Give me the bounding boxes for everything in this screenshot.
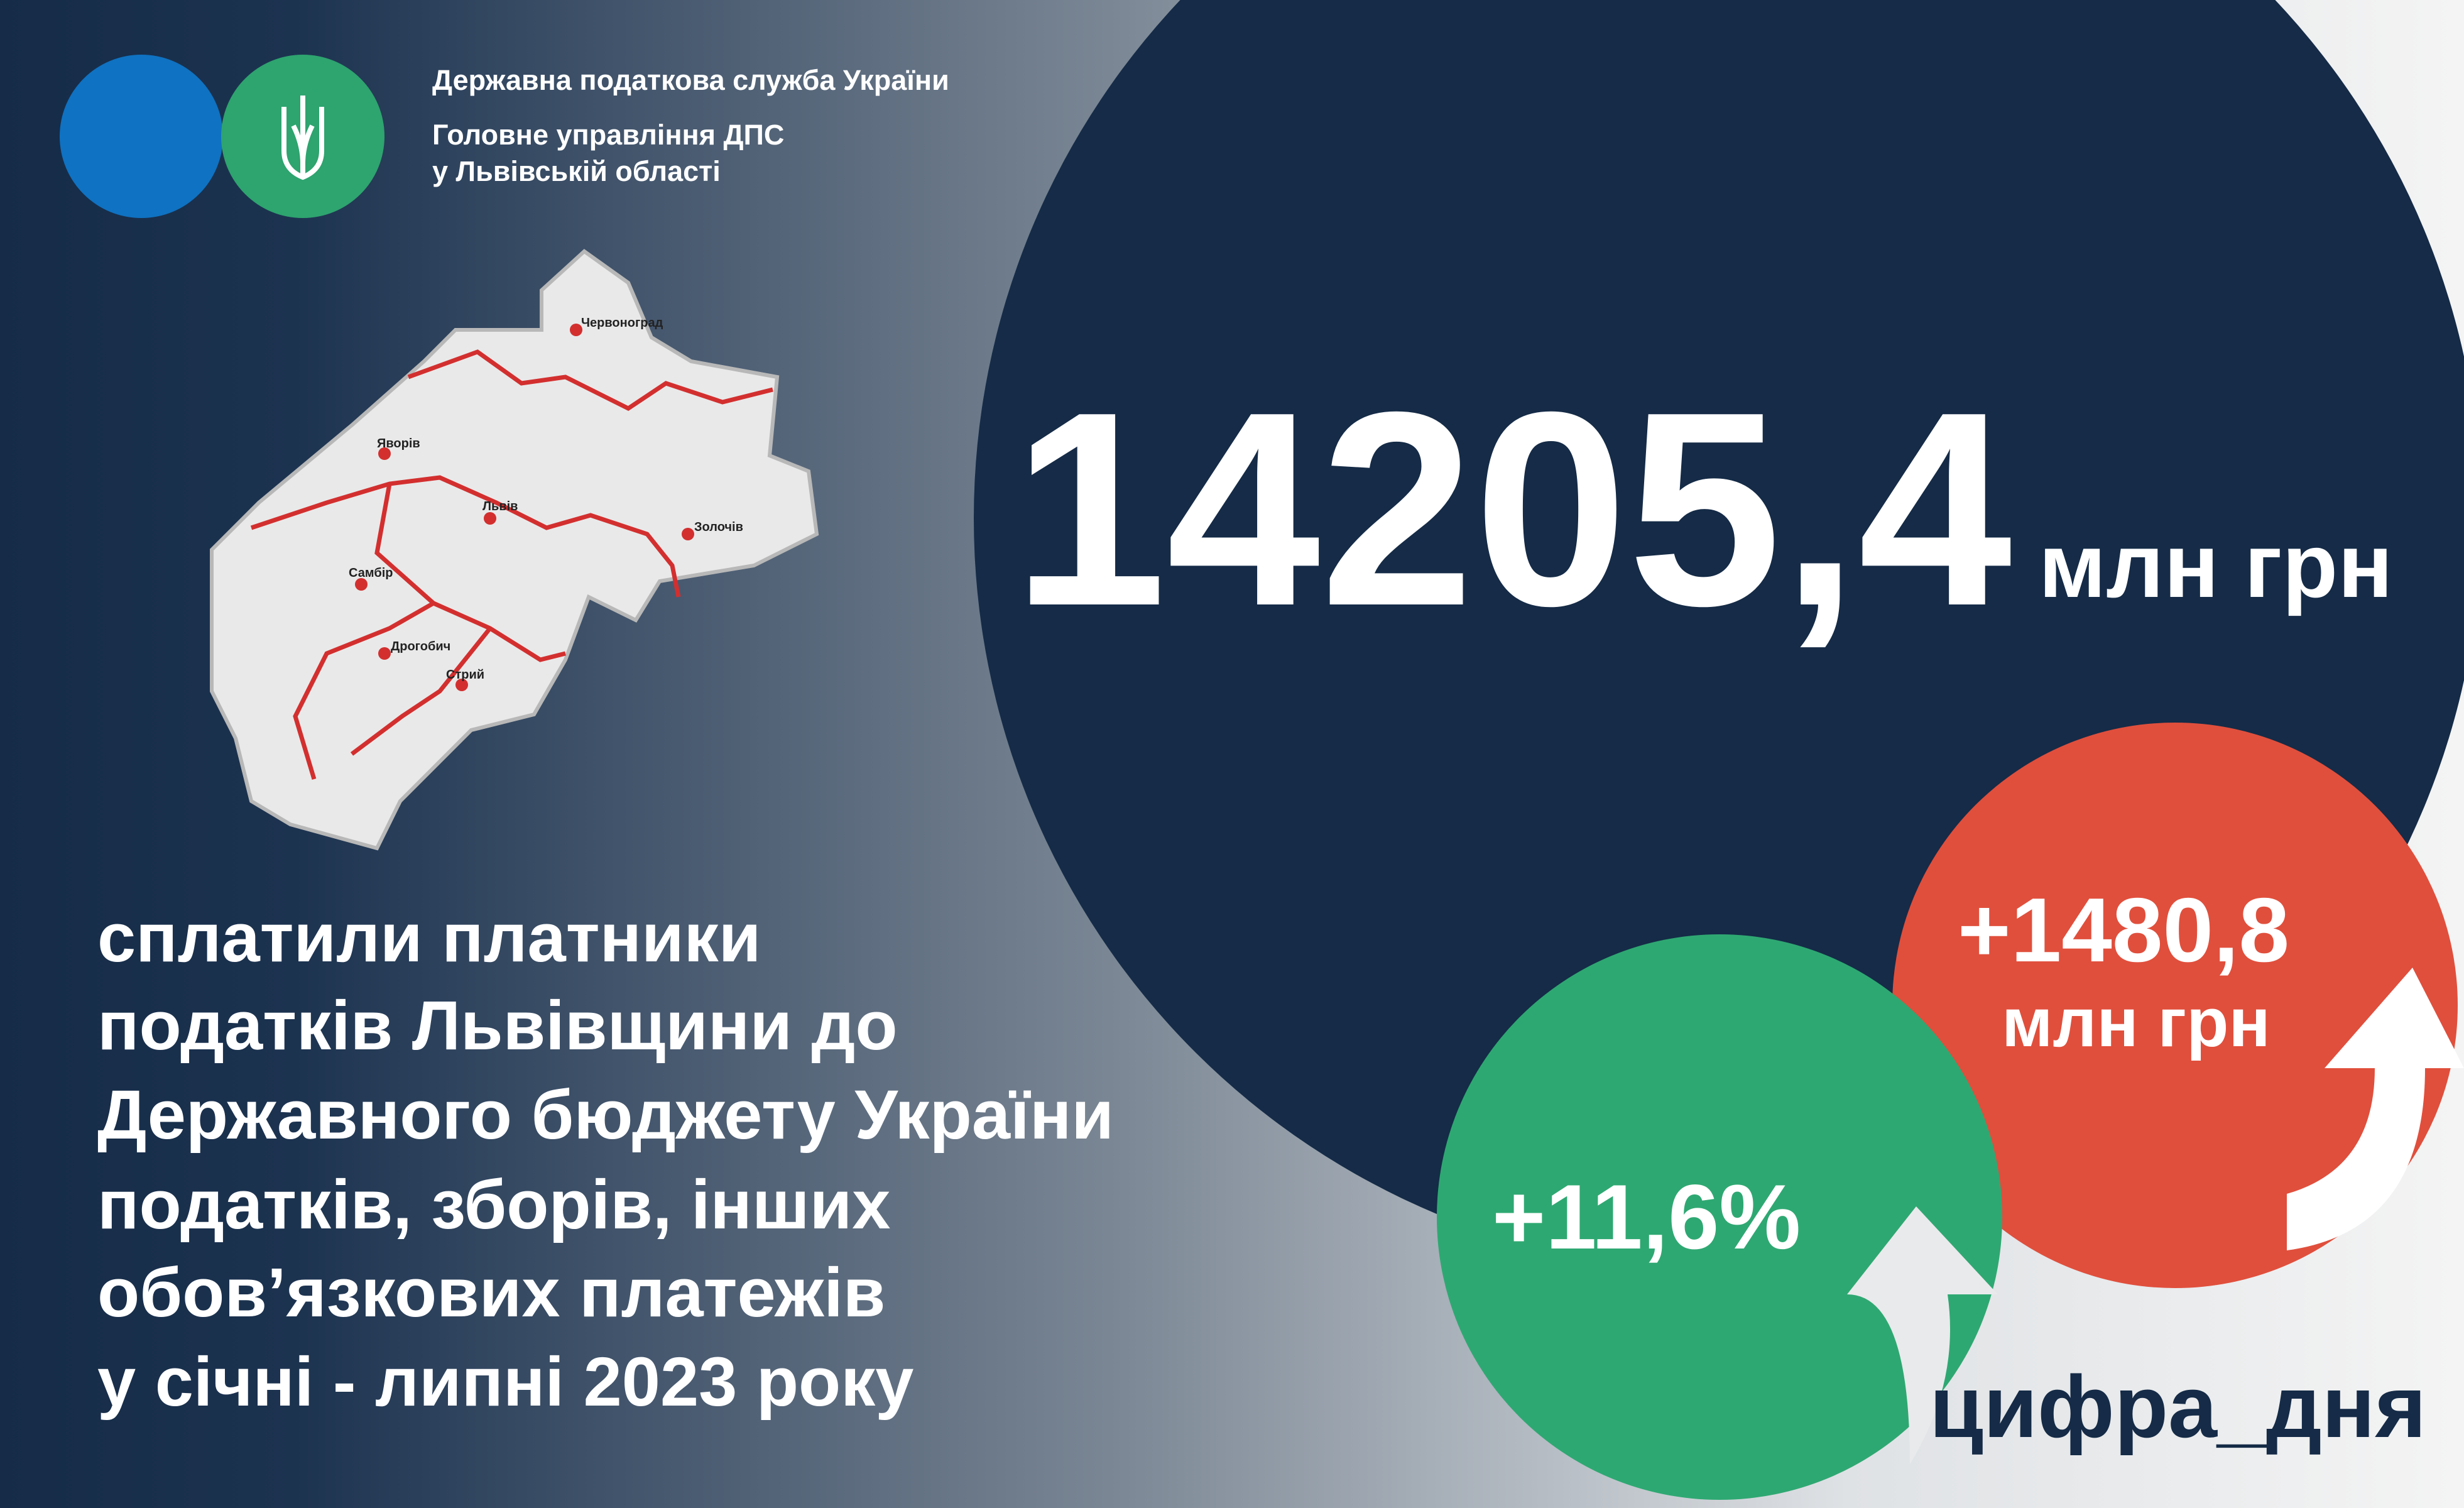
district-border bbox=[350, 626, 492, 756]
district-border bbox=[250, 475, 681, 598]
city-label: Стрий bbox=[446, 668, 484, 682]
description-line: у січні - липні 2023 року bbox=[97, 1343, 913, 1421]
headline-amount: 14205,4 bbox=[1013, 355, 2014, 664]
header-line: Головне управління ДПС bbox=[432, 119, 784, 151]
city-marker bbox=[455, 679, 468, 691]
description-line: податків Львівщини до bbox=[97, 987, 898, 1064]
header-line: у Львівській області bbox=[432, 155, 721, 187]
district-border bbox=[407, 349, 773, 412]
city-label: Львів bbox=[482, 500, 518, 513]
city-marker bbox=[378, 647, 391, 660]
city-label: Яворів bbox=[377, 437, 420, 451]
increase-circle bbox=[1892, 723, 2458, 1288]
logo-blue-circle bbox=[60, 55, 223, 218]
increase-unit: млн грн bbox=[2002, 984, 2270, 1061]
description-line: Державного бюджету України bbox=[97, 1076, 1114, 1154]
header-line: Державна податкова служба України bbox=[432, 64, 949, 96]
headline-unit: млн грн bbox=[2039, 515, 2393, 616]
city-label: Дрогобич bbox=[391, 640, 450, 653]
description-line: обов’язкових платежів bbox=[97, 1254, 885, 1331]
logo-trident bbox=[281, 96, 324, 180]
description-line: податків, зборів, інших bbox=[97, 1166, 890, 1243]
region-map: Червоноград Яворів Львів Золочів Самбір … bbox=[210, 249, 819, 851]
growth-percent: +11,6% bbox=[1492, 1166, 1801, 1268]
city-marker bbox=[682, 528, 694, 540]
arrow-up bbox=[1847, 1206, 1998, 1464]
hashtag: цифра_дня bbox=[1929, 1357, 2426, 1456]
district-border bbox=[293, 483, 437, 780]
city-marker bbox=[355, 578, 368, 591]
description-line: сплатили платники bbox=[97, 899, 761, 976]
city-marker bbox=[570, 324, 582, 336]
city-label: Самбір bbox=[349, 566, 393, 580]
city-label: Червоноград bbox=[581, 316, 663, 330]
city-label: Золочів bbox=[694, 520, 743, 534]
description: сплатили платники податків Львівщини до … bbox=[97, 899, 1114, 1421]
region-outline bbox=[210, 249, 819, 851]
city-marker bbox=[378, 447, 391, 460]
growth-circle bbox=[1437, 934, 2002, 1500]
district-border bbox=[432, 601, 566, 662]
city-marker bbox=[484, 512, 496, 525]
increase-amount: +1480,8 bbox=[1958, 879, 2289, 981]
arrow-up bbox=[2287, 968, 2464, 1250]
